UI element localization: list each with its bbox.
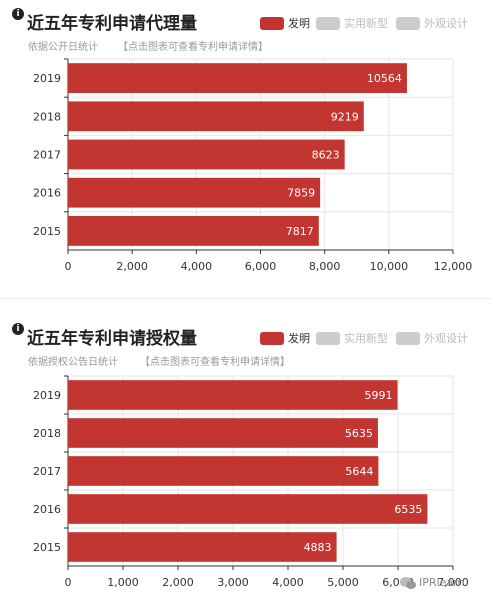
legend-label: 发明 [288,332,310,345]
x-tick-label: 10,000 [370,260,409,273]
x-tick-label: 3,000 [217,576,249,589]
x-tick-label: 5,000 [327,576,359,589]
bar[interactable] [68,380,398,410]
chart-subtitle: 依据授权公告日统计 [28,357,118,368]
bar[interactable] [68,456,379,486]
y-category-label: 2017 [33,465,61,478]
info-icon[interactable]: i [12,8,24,20]
y-category-label: 2017 [33,149,61,162]
info-icon[interactable]: i [12,323,24,335]
bar-value-label: 10564 [367,72,402,85]
bar[interactable] [68,177,321,208]
y-category-label: 2018 [33,427,61,440]
bar-chart[interactable]: 0 1,000 2,000 3,000 4,000 5,000 6,000 7,0005991… [0,315,491,602]
x-tick-label: 12,000 [434,260,473,273]
legend-label: 发明 [288,17,310,30]
x-tick-label: 2,000 [162,576,194,589]
y-category-label: 2016 [33,187,61,200]
legend-label: 外观设计 [424,332,468,345]
bar-value-label: 7817 [286,225,314,238]
legend-label: 实用新型 [344,332,388,345]
bar-value-label: 6535 [394,503,422,516]
bar-chart[interactable]: 0 2,000 4,000 6,000 8,000 10,000 12,000 10564 20… [0,0,491,290]
y-category-label: 2018 [33,110,61,123]
bar[interactable] [68,494,428,524]
chart-title: 近五年专利申请代理量 [27,14,197,34]
bar-value-label: 5644 [345,465,373,478]
x-tick-label: 4,000 [272,576,304,589]
legend-label: 外观设计 [424,17,468,30]
x-tick-label: 2,000 [116,260,148,273]
bar-value-label: 9219 [331,110,359,123]
y-category-label: 2015 [33,225,61,238]
legend-swatch [260,332,284,345]
bar-value-label: 4883 [304,541,332,554]
section-divider [0,298,491,299]
x-tick-label: 6,000 [245,260,277,273]
x-tick-label: 0 [65,260,72,273]
watermark: IPRlearn [399,572,487,596]
y-category-label: 2019 [33,72,61,85]
bar-value-label: 5635 [345,427,373,440]
chart-title: 近五年专利申请授权量 [27,329,197,349]
bar[interactable] [68,139,345,170]
chart-subtitle: 依据公开日统计 [28,42,98,53]
bar[interactable] [68,418,378,448]
legend-label: 实用新型 [344,17,388,30]
bar[interactable] [68,532,337,562]
legend-swatch [316,332,340,345]
chart-panel-agency[interactable]: i 近五年专利申请代理量 依据公开日统计 【点击图表可查看专利申请详情】 发明 … [0,0,491,290]
wechat-icon [400,577,416,589]
legend-swatch [396,332,420,345]
x-tick-label: 0 [65,576,72,589]
detail-link[interactable]: 【点击图表可查看专利申请详情】 [118,42,268,53]
legend-swatch [396,17,420,30]
bar[interactable] [68,101,364,132]
legend-swatch [316,17,340,30]
y-category-label: 2015 [33,541,61,554]
chart-panel-granted[interactable]: i 近五年专利申请授权量 依据授权公告日统计 【点击图表可查看专利申请详情】 发… [0,315,491,602]
x-tick-label: 8,000 [309,260,341,273]
watermark-text: IPRlearn [419,576,465,589]
detail-link[interactable]: 【点击图表可查看专利申请详情】 [140,357,290,368]
y-category-label: 2016 [33,503,61,516]
bar-value-label: 8623 [312,149,340,162]
x-tick-label: 1,000 [107,576,139,589]
bar[interactable] [68,216,319,246]
bar-value-label: 7859 [287,187,315,200]
x-tick-label: 7,000 [437,576,469,589]
y-category-label: 2019 [33,389,61,402]
x-tick-label: 4,000 [181,260,213,273]
bar[interactable] [68,63,407,93]
bar-value-label: 5991 [365,389,393,402]
legend-swatch [260,17,284,30]
